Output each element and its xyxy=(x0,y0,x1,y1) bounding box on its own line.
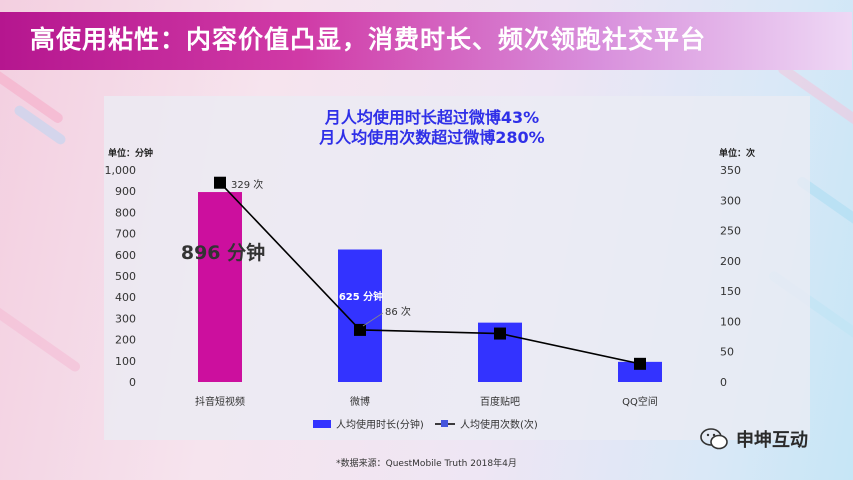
line-point-1 xyxy=(214,176,226,189)
legend-label-bar: 人均使用时长(分钟) xyxy=(336,418,424,431)
legend-swatch-line xyxy=(441,420,448,427)
right-axis-tick-label: 350 xyxy=(720,164,741,177)
category-label: 抖音短视频 xyxy=(195,395,245,408)
category-label: 百度贴吧 xyxy=(480,395,520,408)
bar-2 xyxy=(338,249,382,382)
bar-label-weibo: 625 分钟 xyxy=(339,290,383,303)
data-source-note: *数据来源：QuestMobile Truth 2018年4月 xyxy=(336,459,517,469)
bar-label-douyin: 896 分钟 xyxy=(181,241,265,264)
point-label-leader xyxy=(362,312,384,327)
left-axis-tick-label: 600 xyxy=(115,249,136,262)
legend-swatch-bar xyxy=(313,420,331,428)
line-point-2 xyxy=(354,323,366,336)
right-axis-tick-label: 100 xyxy=(720,315,741,328)
left-axis-tick-label: 900 xyxy=(115,185,136,198)
brand-name: 申坤互动 xyxy=(736,430,808,451)
left-axis-tick-label: 800 xyxy=(115,206,136,219)
line-point-4 xyxy=(634,357,646,370)
right-axis-tick-label: 150 xyxy=(720,285,741,298)
left-axis-tick-label: 100 xyxy=(115,355,136,368)
category-label: QQ空间 xyxy=(622,395,658,408)
page-title: 高使用粘性：内容价值凸显，消费时长、频次领跑社交平台 xyxy=(30,25,707,54)
left-axis-tick-label: 300 xyxy=(115,312,136,325)
title-banner: 高使用粘性：内容价值凸显，消费时长、频次领跑社交平台 xyxy=(0,12,852,70)
point-label-douyin: 329 次 xyxy=(231,178,263,191)
left-axis-tick-label: 700 xyxy=(115,228,136,241)
left-axis-unit: 单位：分钟 xyxy=(108,147,153,159)
line-point-3 xyxy=(494,327,506,340)
wechat-icon xyxy=(700,428,728,450)
category-label: 微博 xyxy=(350,395,370,408)
chart-subtitle-line-2: 月人均使用次数超过微博280% xyxy=(318,128,544,147)
left-axis-tick-label: 1,000 xyxy=(105,164,137,177)
left-axis-tick-label: 0 xyxy=(129,376,136,389)
right-axis-tick-label: 50 xyxy=(720,346,734,359)
brand-watermark: 申坤互动 xyxy=(700,426,808,452)
right-axis-unit: 单位：次 xyxy=(719,147,755,159)
left-axis-tick-label: 200 xyxy=(115,334,136,347)
bar-1 xyxy=(198,192,242,382)
left-axis-tick-label: 500 xyxy=(115,270,136,283)
bar-4 xyxy=(618,361,662,382)
right-axis-tick-label: 200 xyxy=(720,255,741,268)
point-label-weibo: 86 次 xyxy=(385,305,411,318)
right-axis-tick-label: 300 xyxy=(720,194,741,207)
chart-subtitle-line-1: 月人均使用时长超过微博43% xyxy=(324,108,539,127)
line-series xyxy=(219,182,641,365)
right-axis-tick-label: 0 xyxy=(720,376,727,389)
left-axis-tick-label: 400 xyxy=(115,291,136,304)
right-axis-tick-label: 250 xyxy=(720,225,741,238)
legend-label-line: 人均使用次数(次) xyxy=(460,418,538,431)
